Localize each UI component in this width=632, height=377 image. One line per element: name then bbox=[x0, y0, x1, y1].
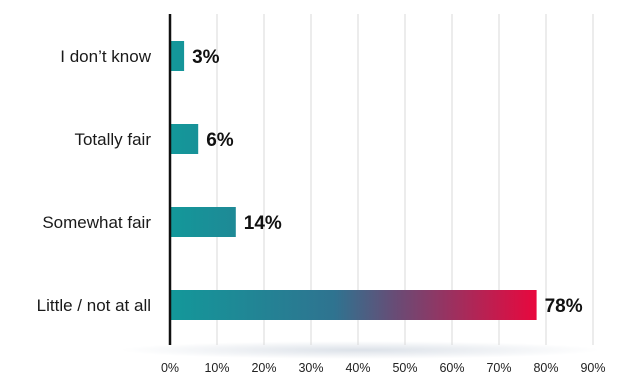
x-tick-label: 20% bbox=[251, 361, 276, 375]
floor-shadow bbox=[120, 341, 600, 359]
category-label: Little / not at all bbox=[37, 296, 151, 315]
x-tick-label: 80% bbox=[533, 361, 558, 375]
x-tick-label: 70% bbox=[486, 361, 511, 375]
gridlines bbox=[216, 14, 594, 345]
x-tick-label: 90% bbox=[580, 361, 605, 375]
x-tick-label: 60% bbox=[439, 361, 464, 375]
category-label: I don’t know bbox=[60, 47, 151, 66]
x-tick-label: 0% bbox=[161, 361, 179, 375]
value-label: 14% bbox=[244, 213, 282, 234]
x-tick-label: 30% bbox=[298, 361, 323, 375]
x-tick-label: 10% bbox=[204, 361, 229, 375]
x-tick-labels: 0% 10% 20% 30% 40% 50% 60% 70% 80% 90% bbox=[161, 361, 606, 375]
value-label: 3% bbox=[192, 47, 220, 68]
x-tick-label: 50% bbox=[392, 361, 417, 375]
bar-1 bbox=[170, 124, 199, 154]
category-label: Totally fair bbox=[74, 130, 151, 149]
category-labels: I don’t know Totally fair Somewhat fair Lit… bbox=[37, 47, 152, 315]
x-tick-label: 40% bbox=[345, 361, 370, 375]
bar-2 bbox=[170, 207, 236, 237]
bars bbox=[170, 41, 537, 320]
bar-0 bbox=[170, 41, 185, 71]
value-label: 6% bbox=[206, 130, 234, 151]
bar-3 bbox=[170, 290, 537, 320]
value-labels: 3% 6% 14% 78% bbox=[192, 47, 583, 317]
value-label: 78% bbox=[545, 296, 583, 317]
category-label: Somewhat fair bbox=[42, 213, 151, 232]
